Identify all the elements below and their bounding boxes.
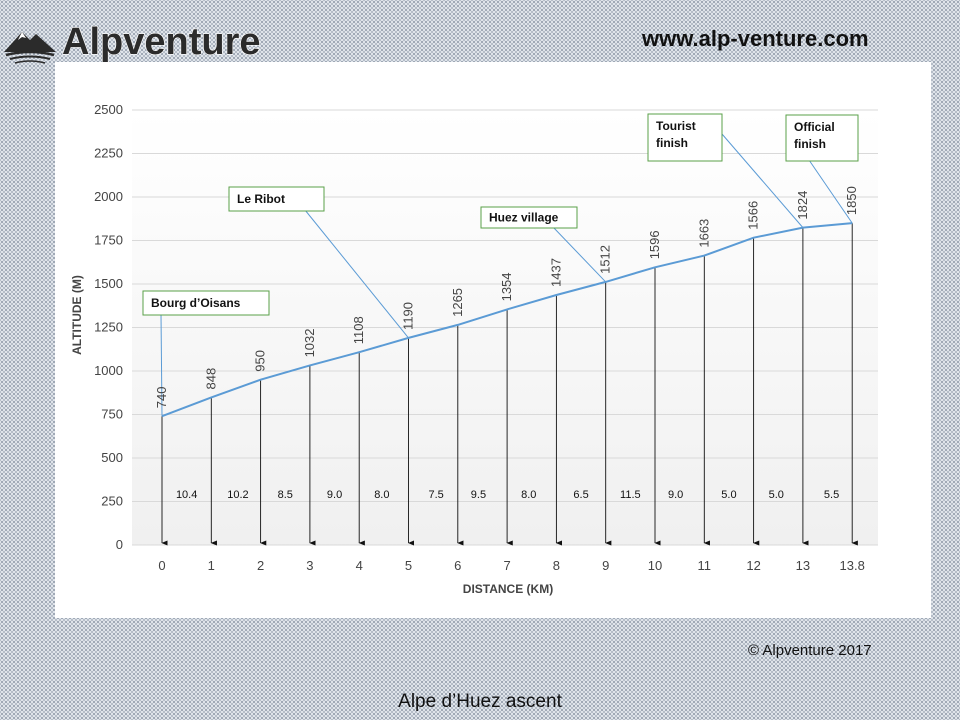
callout: Official finish: [785, 114, 859, 162]
altitude-label: 1437: [548, 258, 563, 287]
gradient-label: 10.2: [227, 489, 248, 501]
altitude-label: 1265: [450, 288, 465, 317]
y-axis-label: ALTITUDE (M): [70, 275, 84, 355]
y-tick-label: 1500: [94, 276, 123, 291]
x-tick-label: 4: [356, 558, 363, 573]
y-tick-label: 250: [101, 494, 123, 509]
x-tick-label: 13.8: [840, 558, 865, 573]
mountain-logo-icon: [4, 32, 56, 64]
gradient-label: 7.5: [429, 489, 444, 501]
callout: Tourist finish: [647, 113, 723, 162]
callout-box: [647, 113, 723, 162]
callout: Huez village: [480, 206, 578, 229]
callout-text: Official: [794, 120, 835, 134]
gradient-label: 5.0: [721, 489, 736, 501]
logo-text-alp: Alp: [62, 21, 123, 63]
x-tick-label: 1: [208, 558, 215, 573]
y-tick-label: 2500: [94, 102, 123, 117]
gradient-labels: 10.4 10.2 8.5 9.0 8.0 7.5 9.5 8.0 6.5 11.5 9.0 5.0 5…: [176, 489, 839, 501]
website-url: www.alp-venture.com: [642, 26, 869, 51]
altitude-label: 740: [154, 387, 169, 409]
callout-leader-line: [808, 159, 853, 224]
callout-text: finish: [794, 137, 826, 151]
x-tick-label: 3: [306, 558, 313, 573]
y-tick-label: 2000: [94, 189, 123, 204]
callout-text: Bourg d’Oisans: [151, 296, 241, 310]
altitude-labels: 740 848 950 1032 1108 1190 1265 1354 1437 1512 159…: [154, 186, 859, 408]
gradient-label: 9.0: [668, 489, 683, 501]
altitude-label: 1354: [499, 272, 514, 301]
gradient-label: 11.5: [620, 489, 641, 501]
x-tick-label: 13: [796, 558, 810, 573]
altitude-label: 848: [203, 368, 218, 390]
altitude-label: 1032: [302, 329, 317, 358]
x-tick-label: 8: [553, 558, 560, 573]
gradient-label: 10.4: [176, 489, 197, 501]
gradient-label: 6.5: [573, 489, 588, 501]
callout-box: [785, 114, 859, 162]
alpventure-logo: Alpventure: [4, 20, 261, 64]
altitude-label: 1850: [844, 186, 859, 215]
gradient-label: 5.0: [769, 489, 784, 501]
x-axis-label: DISTANCE (KM): [463, 582, 553, 596]
callout-box: [228, 186, 325, 212]
x-tick-label: 6: [454, 558, 461, 573]
callout-text: Le Ribot: [237, 192, 285, 206]
callout-box: [142, 290, 270, 316]
y-tick-label: 750: [101, 407, 123, 422]
x-tick-label: 10: [648, 558, 662, 573]
svg-text:Alpventure: Alpventure: [62, 21, 261, 63]
x-tick-label: 5: [405, 558, 412, 573]
callout-leader-line: [552, 226, 607, 283]
y-tick-label: 1750: [94, 233, 123, 248]
x-tick-label: 2: [257, 558, 264, 573]
y-tick-label: 0: [116, 537, 123, 552]
callout: Bourg d’Oisans: [142, 290, 270, 316]
altitude-label: 1663: [696, 219, 711, 248]
drop-arrows: [161, 223, 858, 546]
y-axis-ticks: 0 250 500 750 1000 1250 1500 1750 2000 2250 2500: [94, 102, 123, 552]
altitude-label: 1190: [401, 302, 416, 330]
altitude-label: 950: [253, 350, 268, 372]
callout-leaders: [160, 133, 853, 417]
x-tick-label: 11: [698, 558, 712, 573]
y-tick-label: 500: [101, 450, 123, 465]
x-tick-label: 0: [158, 558, 165, 573]
callout-text: Huez village: [489, 211, 559, 225]
x-axis-ticks: 0 1 2 3 4 5 6 7 8 9 10 11 12 13 13.8: [158, 558, 864, 573]
gradient-label: 8.0: [521, 489, 536, 501]
gradient-label: 9.0: [327, 489, 342, 501]
x-tick-label: 7: [503, 558, 510, 573]
altitude-label: 1596: [647, 230, 662, 259]
y-tick-label: 1000: [94, 363, 123, 378]
altitude-label: 1108: [351, 316, 366, 344]
chart-caption: Alpe d’Huez ascent: [398, 691, 562, 712]
callouts: Bourg d’Oisans Le Ribot Huez village Touris…: [142, 113, 859, 316]
altitude-label: 1566: [746, 201, 761, 230]
copyright-text: © Alpventure 2017: [748, 642, 872, 659]
logo-text-venture: venture: [123, 21, 260, 63]
callout-leader-line: [160, 313, 163, 417]
x-tick-label: 9: [602, 558, 609, 573]
x-tick-label: 12: [746, 558, 760, 573]
gradient-label: 9.5: [471, 489, 486, 501]
y-tick-label: 1250: [94, 320, 123, 335]
y-tick-label: 2250: [94, 146, 123, 161]
gradient-label: 8.0: [374, 489, 389, 501]
callout-leader-line: [721, 133, 804, 228]
callout-text: Tourist: [656, 119, 696, 133]
gradient-label: 8.5: [278, 489, 293, 501]
callout-leader-line: [304, 209, 409, 339]
altitude-line: [161, 222, 853, 418]
callout: Le Ribot: [228, 186, 325, 212]
gradient-label: 5.5: [824, 489, 839, 501]
altitude-label: 1824: [795, 191, 810, 220]
chart-panel: 0 250 500 750 1000 1250 1500 1750 2000 2250 2500 0…: [55, 62, 931, 618]
callout-text: finish: [656, 136, 688, 150]
callout-box: [480, 206, 578, 229]
altitude-label: 1512: [598, 245, 613, 274]
